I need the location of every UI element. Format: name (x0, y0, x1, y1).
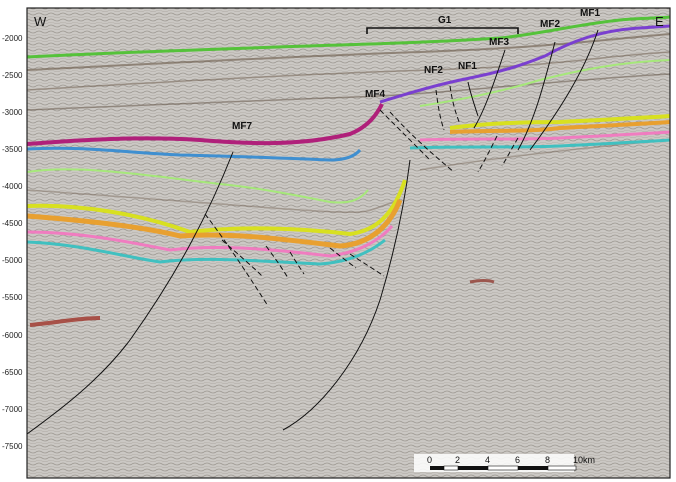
fault-lines (27, 29, 599, 435)
scale-label: 0 (427, 455, 432, 465)
fault-mf3 (473, 49, 506, 129)
reflector-layers (27, 15, 670, 435)
west-label: W (34, 14, 47, 29)
magenta-horizon (27, 103, 384, 146)
depth-tick: -7000 (2, 405, 23, 414)
teal-horizon-west (27, 238, 386, 266)
east-label: E (655, 14, 664, 29)
fault-mf2 (517, 41, 556, 151)
orange-horizon-east (449, 120, 670, 134)
depth-tick: -6500 (2, 368, 23, 377)
pink-horizon-west (27, 225, 394, 258)
fault-label-nf1: NF1 (458, 61, 477, 72)
teal-horizon-east (409, 138, 670, 150)
depth-tick: -2000 (2, 34, 23, 43)
orange-horizon-west (27, 199, 403, 249)
minor-fault-lines (204, 85, 519, 307)
segment-label: G1 (438, 15, 452, 26)
fault-label-mf4: MF4 (365, 89, 385, 100)
depth-axis: -2000 -2500 -3000 -3500 -4000 -4500 -500… (2, 34, 23, 451)
fault-mf4 (282, 159, 411, 431)
fault-label-mf7: MF7 (232, 121, 252, 132)
depth-tick: -4500 (2, 219, 23, 228)
depth-tick: -3500 (2, 145, 23, 154)
depth-tick: -7500 (2, 442, 23, 451)
plot-frame (26, 7, 671, 479)
yellow-horizon-west (27, 179, 407, 237)
depth-tick: -5000 (2, 256, 23, 265)
light-green-horizon-west (27, 168, 369, 204)
depth-tick: -6000 (2, 331, 23, 340)
fault-nf1 (467, 81, 479, 117)
fault-mf1 (529, 29, 599, 151)
depth-tick: -3000 (2, 108, 23, 117)
pink-horizon-east (419, 130, 670, 142)
segment-bracket: G1 (366, 15, 519, 34)
light-green-horizon-east (419, 59, 670, 107)
scale-label: 6 (515, 455, 520, 465)
fault-label-mf2: MF2 (540, 19, 560, 30)
scale-label: 2 (455, 455, 460, 465)
fault-label-nf2: NF2 (424, 65, 443, 76)
scale-bar: 0 2 4 6 8 10km (414, 454, 595, 472)
depth-tick: -4000 (2, 182, 23, 191)
fault-label-mf3: MF3 (489, 37, 509, 48)
scale-unit-label: 10km (573, 455, 595, 465)
yellow-horizon-east (449, 114, 670, 130)
fault-mf7 (27, 151, 234, 435)
purple-horizon (379, 24, 670, 104)
depth-tick: -2500 (2, 71, 23, 80)
scale-label: 4 (485, 455, 490, 465)
green-horizon (27, 15, 670, 59)
scale-label: 8 (545, 455, 550, 465)
fault-label-mf1: MF1 (580, 8, 600, 19)
depth-tick: -5500 (2, 293, 23, 302)
blue-horizon (27, 146, 362, 162)
